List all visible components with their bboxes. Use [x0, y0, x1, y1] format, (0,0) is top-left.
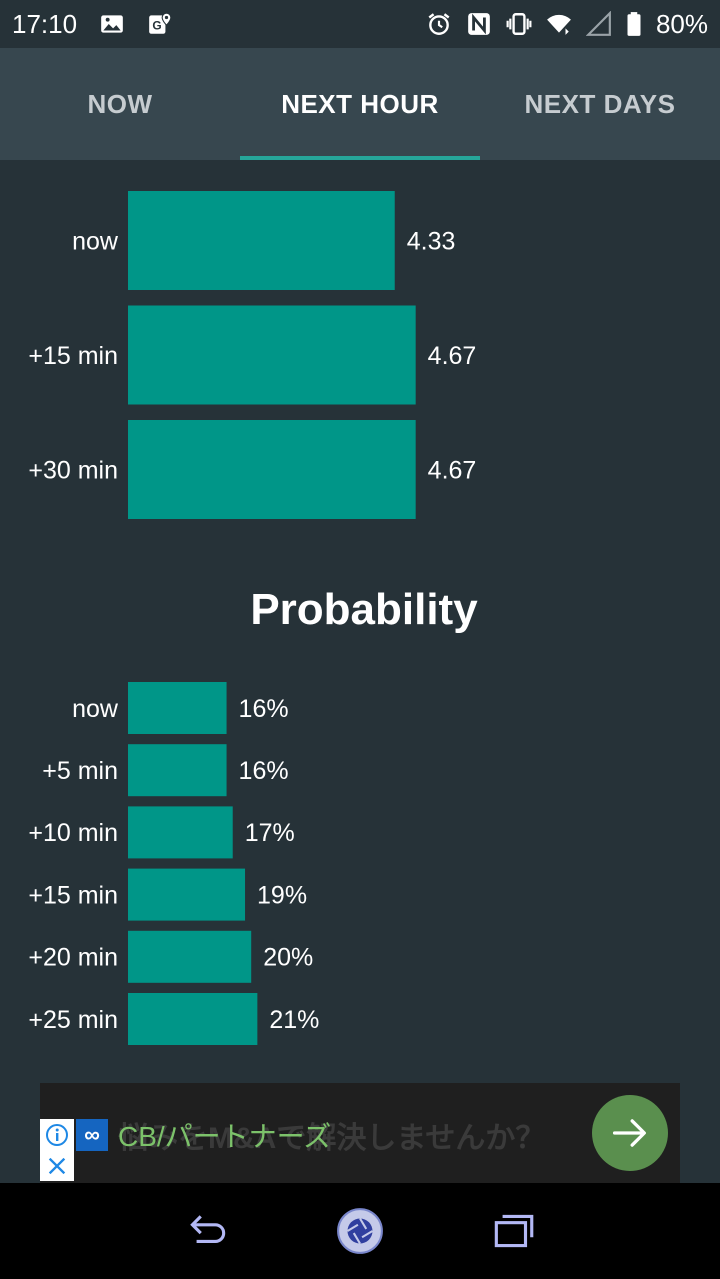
bar — [128, 806, 233, 859]
category-label: +20 min — [28, 944, 118, 972]
value-label: 21% — [269, 1006, 319, 1034]
recents-icon — [495, 1214, 534, 1248]
ad-info-icon[interactable] — [44, 1122, 70, 1148]
value-label: 19% — [257, 881, 307, 909]
category-label: +5 min — [42, 757, 118, 785]
category-label: +30 min — [28, 456, 118, 484]
probability-chart: now 16% +5 min 16% +10 min 17% +15 min 19% +20 m… — [0, 672, 720, 1052]
ad-banner[interactable]: 悩みをM&Aで解決しませんか？ ∞ CB/パートナーズ — [40, 1083, 680, 1183]
bar — [128, 305, 416, 405]
bar — [128, 744, 227, 797]
ad-close-icon[interactable] — [44, 1153, 70, 1179]
vibrate-icon — [506, 11, 532, 37]
bar — [128, 993, 258, 1045]
intensity-chart-svg: now 4.33 +15 min 4.67 +30 min 4.67 — [28, 191, 477, 519]
battery-percent: 80% — [655, 8, 708, 39]
value-label: 4.33 — [407, 227, 456, 255]
value-label: 20% — [263, 944, 313, 972]
status-time: 17:10 — [12, 8, 78, 39]
recents-button[interactable] — [483, 1201, 543, 1261]
category-label: +25 min — [28, 1006, 118, 1034]
battery-icon — [626, 11, 642, 37]
signal-icon — [585, 11, 612, 37]
tab-now[interactable]: NOW — [87, 88, 153, 119]
ad-background-text: 悩みをM&Aで解決しませんか？ — [118, 1122, 546, 1155]
home-button[interactable] — [330, 1201, 390, 1261]
category-label: +10 min — [28, 819, 118, 847]
ad-logo-icon: ∞ — [76, 1119, 108, 1151]
intensity-chart: now 4.33 +15 min 4.67 +30 min 4.67 — [0, 180, 720, 530]
tab-bar: NOW NEXT HOUR NEXT DAYS — [0, 48, 720, 160]
value-label: 4.67 — [428, 456, 477, 484]
ad-text[interactable]: CB/パートナーズ — [118, 1121, 332, 1152]
bar — [128, 191, 395, 290]
value-label: 16% — [239, 695, 289, 723]
svg-text:G: G — [152, 18, 161, 32]
tab-next-days[interactable]: NEXT DAYS — [524, 88, 676, 119]
navigation-bar — [0, 1183, 720, 1279]
home-icon — [337, 1208, 383, 1254]
bar — [128, 930, 252, 983]
category-label: +15 min — [28, 342, 118, 370]
alarm-icon — [426, 11, 452, 37]
bar — [128, 420, 416, 519]
category-label: +15 min — [28, 881, 118, 909]
tab-next-hour[interactable]: NEXT HOUR — [240, 48, 480, 160]
back-button[interactable] — [177, 1201, 237, 1261]
ad-arrow-button[interactable] — [592, 1095, 668, 1171]
value-label: 16% — [239, 757, 289, 785]
nfc-icon — [466, 11, 492, 37]
maps-icon: G — [147, 11, 173, 37]
back-icon — [189, 1215, 225, 1243]
image-icon — [99, 11, 125, 37]
bar — [128, 682, 227, 734]
probability-chart-svg: now 16% +5 min 16% +10 min 17% +15 min 19% +20 m… — [28, 682, 319, 1045]
arrow-right-icon — [612, 1119, 646, 1147]
ad-controls — [40, 1119, 74, 1181]
wifi-icon — [546, 11, 572, 37]
value-label: 17% — [245, 819, 295, 847]
category-label: now — [72, 695, 119, 723]
status-bar: 17:10 G — [0, 0, 720, 48]
value-label: 4.67 — [428, 342, 477, 370]
bar — [128, 868, 246, 921]
category-label: now — [72, 227, 119, 255]
probability-title: Probability — [250, 585, 478, 634]
